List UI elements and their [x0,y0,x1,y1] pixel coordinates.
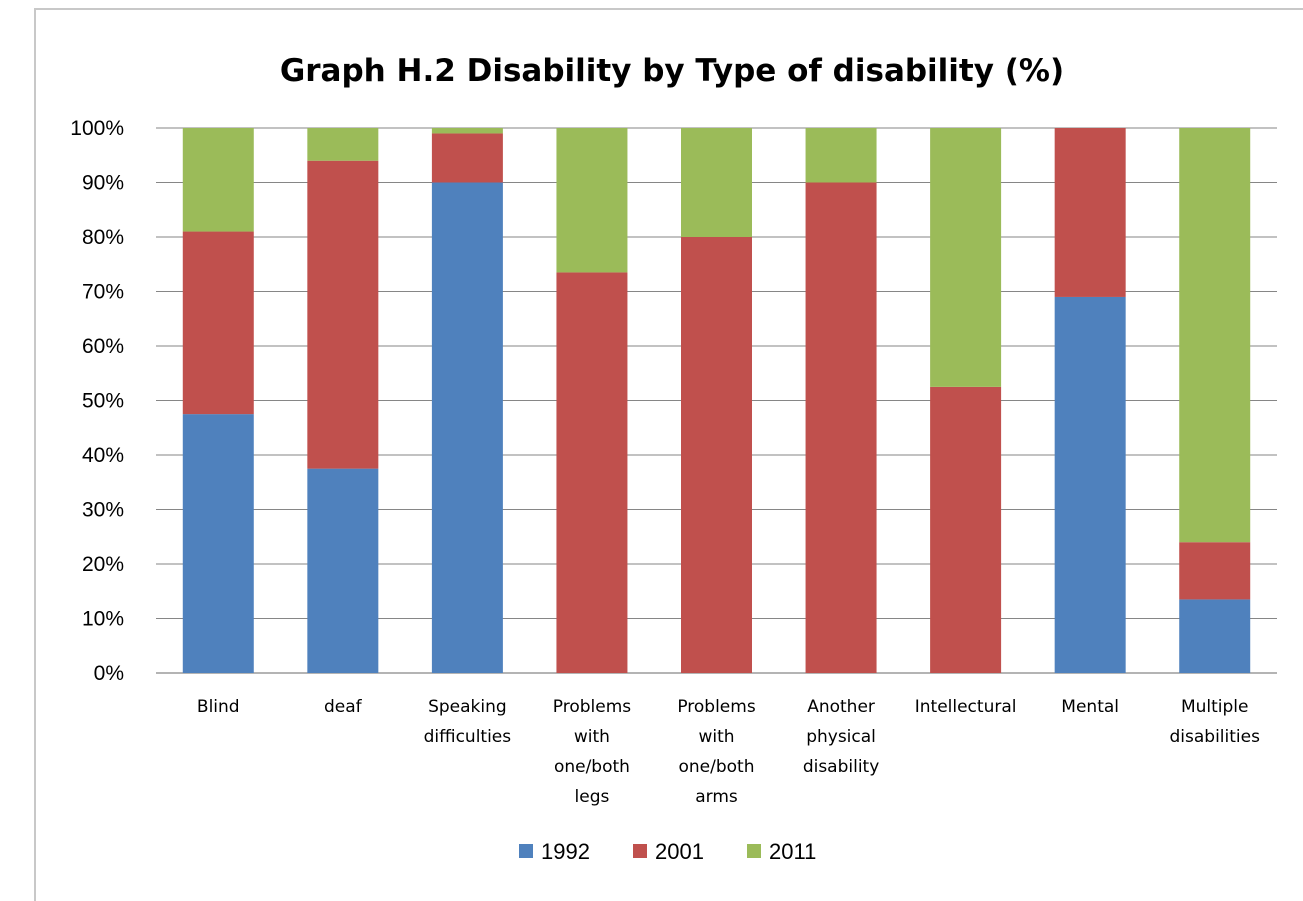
x-tick-label: deaf [324,697,363,717]
x-tick-label: Mental [1061,697,1119,717]
bar-segment-2011 [805,128,877,183]
x-tick-label: Another physical disability [803,697,879,777]
x-tick-label-line: arms [695,787,738,807]
x-tick-label-line: Blind [197,697,240,717]
x-tick-label: Intellectural [915,697,1017,717]
y-tick-label: 100% [70,117,124,140]
x-tick-label-line: deaf [324,697,363,717]
x-tick-label: Problems with one/both legs [553,697,632,807]
y-tick-label: 0% [94,662,124,685]
x-tick-label: Speaking difficulties [424,697,512,747]
bar-segment-1992 [431,182,503,673]
x-tick-label-line: difficulties [424,727,512,747]
y-axis-tick-labels: 0% 10% 20% 30% 40% 50% 60% 70% 80% 90% 100% [70,117,124,685]
legend-label: 2011 [769,839,816,864]
y-tick-label: 70% [82,281,124,304]
bar-segment-2011 [307,128,379,161]
y-tick-label: 50% [82,390,124,413]
y-tick-label: 60% [82,335,124,358]
x-tick-label-line: disability [803,757,879,777]
chart-frame: Graph H.2 Disability by Type of disabili… [34,8,1303,901]
bar-segment-2001 [1054,128,1126,297]
chart-title: Graph H.2 Disability by Type of disabili… [280,53,1064,89]
bar-segment-2001 [182,231,254,415]
bar-segment-2001 [556,272,628,673]
bar-segment-2011 [556,128,628,273]
x-tick-label: Problems with one/both arms [677,697,756,807]
bar-segment-1992 [1179,599,1251,673]
legend-label: 1992 [541,839,590,864]
legend-swatch-1992 [519,844,533,858]
y-tick-label: 40% [82,444,124,467]
x-tick-label-line: one/both [679,757,755,777]
bar-segment-1992 [1054,296,1126,673]
x-tick-label: Multiple disabilities [1169,697,1260,747]
x-tick-label-line: Mental [1061,697,1119,717]
legend-label: 2001 [655,839,704,864]
bar-segment-1992 [182,414,254,673]
x-tick-label-line: legs [575,787,610,807]
x-tick-label-line: with [698,727,734,747]
x-tick-label-line: Problems [553,697,632,717]
y-tick-label: 80% [82,226,124,249]
x-tick-label-line: Speaking [428,697,507,717]
bar-segment-2011 [681,128,752,237]
x-tick-label-line: Multiple [1181,697,1249,717]
bar-segment-2001 [805,182,877,673]
x-tick-label-line: one/both [554,757,630,777]
x-tick-label-line: with [574,727,610,747]
bar-segment-2001 [930,386,1002,673]
bar-segment-2011 [930,128,1002,387]
x-axis-tick-labels: Blind deaf Speaking difficulties Problems wit… [197,697,1260,807]
y-tick-label: 90% [82,172,124,195]
x-tick-label: Blind [197,697,240,717]
x-tick-label-line: disabilities [1169,727,1260,747]
bar-segment-1992 [307,468,379,673]
x-tick-label-line: physical [806,727,876,747]
legend-swatch-2001 [633,844,647,858]
y-tick-label: 20% [82,553,124,576]
x-tick-label-line: Intellectural [915,697,1017,717]
legend: 1992 2001 2011 [519,839,816,864]
bar-segment-2001 [307,160,379,469]
bars [182,128,1251,673]
x-tick-label-line: Another [807,697,875,717]
bar-segment-2001 [431,133,503,183]
bar-segment-2001 [681,237,752,673]
bar-segment-2011 [182,128,254,232]
bar-segment-2011 [431,128,503,134]
bar-segment-2001 [1179,542,1251,600]
bar-segment-2011 [1179,128,1251,543]
y-tick-label: 10% [82,608,124,631]
x-tick-label-line: Problems [677,697,756,717]
legend-swatch-2011 [747,844,761,858]
chart-svg: Graph H.2 Disability by Type of disabili… [70,53,1277,864]
y-tick-label: 30% [82,499,124,522]
